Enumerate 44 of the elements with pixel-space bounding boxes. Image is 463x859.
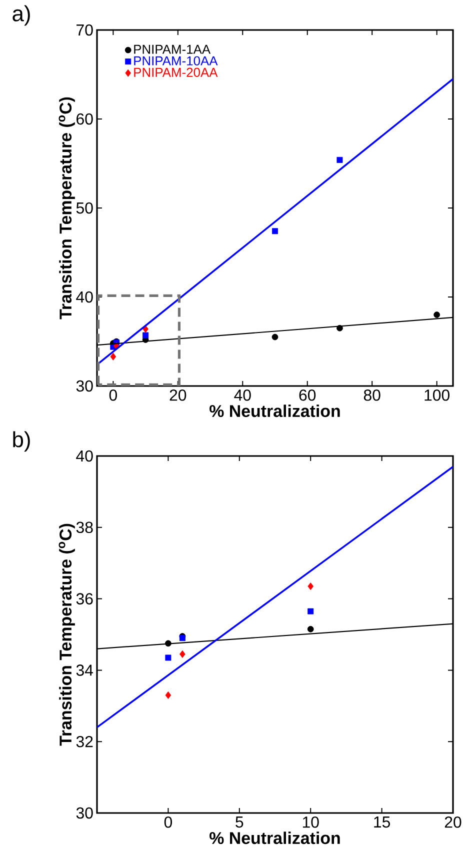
y-tick-label: 32 [76,736,93,748]
x-tick-label: 80 [364,390,380,401]
y-tick-label: 38 [76,522,93,534]
x-tick-label: 40 [234,390,251,401]
y-tick-label: 36 [76,593,93,604]
y-tick-label: 50 [76,202,93,214]
point [308,582,314,590]
y-tick-label: 70 [76,24,93,36]
x-axis-title: % Neutralization [210,832,340,844]
x-tick-label: 20 [170,390,186,401]
point [165,654,172,661]
y-tick-label: 30 [76,807,93,819]
point [142,332,149,338]
y-tick-label: 40 [76,450,93,462]
point [180,650,186,658]
chart-title: a) [12,5,30,26]
x-tick-label: 0 [109,390,117,401]
x-tick-label: 20 [444,816,462,828]
point [165,691,172,699]
x-tick-label: 5 [236,816,244,828]
point [336,156,343,163]
x-tick-label: 60 [299,390,316,401]
legend-label: PNIPAM-20AA [134,68,218,77]
x-tick-label: 0 [164,816,172,828]
chart-title: b) [13,431,30,452]
point [110,352,116,360]
legend-label: PNIPAM-1AA [134,44,211,54]
point [434,312,440,318]
x-tick-label: 100 [424,390,450,401]
point [272,334,278,340]
legend-label: PNIPAM-10AA [134,56,218,66]
y-axis-title: Transition Temperature ($^{o}$C) [58,524,75,746]
point [307,626,314,632]
point [142,325,148,333]
point [308,608,314,614]
y-tick-label: 60 [76,113,93,125]
y-tick-label: 34 [76,664,94,676]
y-tick-label: 40 [76,291,93,303]
y-axis-title: Transition Temperature ($^{o}$C) [58,97,75,320]
x-tick-label: 15 [374,816,390,828]
y-tick-label: 30 [76,380,93,392]
x-tick-label: 10 [302,816,319,828]
x-axis-title: % Neutralization [210,404,340,418]
point [272,228,278,234]
